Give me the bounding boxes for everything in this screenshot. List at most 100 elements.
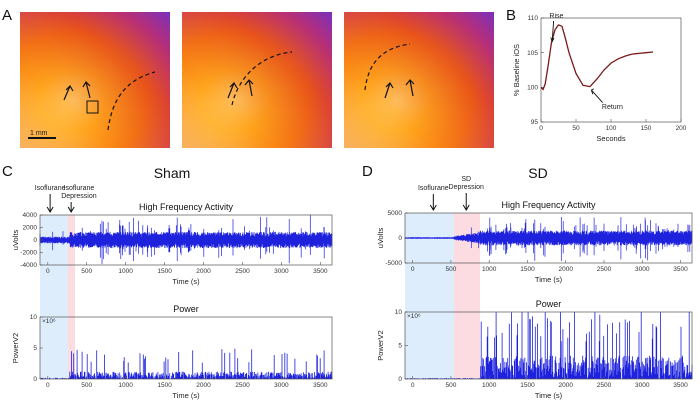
y-tick-label: 5: [33, 345, 37, 352]
y-tick-label: 0: [398, 376, 402, 383]
y-axis-label: % Baseline iOS: [512, 44, 521, 96]
x-tick-label: 1000: [118, 268, 133, 275]
x-tick-label: 3500: [313, 382, 328, 389]
y-axis-label: PowerV2: [11, 333, 20, 363]
x-axis-label: Time (s): [535, 391, 563, 400]
arrow-icon: [590, 88, 603, 103]
arrow-icon: [550, 20, 555, 43]
y-tick-label: 100: [527, 85, 538, 92]
x-tick-label: 1000: [482, 382, 497, 389]
y-axis-label: PowerV2: [376, 330, 385, 360]
y-tick-label: -2000: [20, 250, 37, 257]
arrow-icon: [244, 79, 254, 97]
y-tick-label: 4000: [23, 212, 38, 219]
ios-image-1: 1 mm: [20, 12, 170, 148]
arrow-icon: [429, 194, 437, 211]
x-tick-label: 1000: [482, 266, 497, 273]
x-tick-label: 0: [539, 125, 543, 132]
scale-bar-label: 1 mm: [30, 130, 48, 137]
wave-front: [231, 51, 293, 106]
y-tick-label: 95: [531, 119, 539, 126]
arrow-icon: [227, 82, 238, 99]
arrow-icon: [462, 193, 470, 211]
x-axis-label: Time (s): [172, 277, 200, 286]
x-tick-label: 500: [81, 268, 92, 275]
chart-title: Power: [536, 299, 562, 309]
y-tick-label: 105: [527, 50, 538, 57]
arrow-icon: [63, 85, 74, 101]
x-tick-label: 2000: [558, 382, 573, 389]
sd-power-chart: 0 500 1000 1500 2000 2500 3000 3500 0 5 10 Time (s)…: [376, 299, 693, 400]
y-tick-label: -4000: [20, 262, 37, 269]
wave-front: [107, 71, 156, 131]
panel-label-c: C: [2, 163, 13, 180]
chart-title: High Frequency Activity: [501, 200, 596, 210]
x-tick-label: 3000: [274, 268, 289, 275]
x-tick-label: 1500: [520, 266, 535, 273]
x-axis-label: Time (s): [172, 391, 200, 400]
x-tick-label: 1000: [118, 382, 133, 389]
y-tick-label: 110: [528, 15, 539, 22]
arrow-icon: [67, 202, 75, 213]
x-tick-label: 2000: [196, 268, 211, 275]
x-tick-label: 0: [46, 268, 50, 275]
x-tick-label: 3500: [673, 382, 688, 389]
x-tick-label: 2500: [597, 266, 612, 273]
x-tick-label: 2000: [196, 382, 211, 389]
panel-label-d: D: [362, 163, 373, 180]
group-title-sd: SD: [528, 165, 547, 181]
x-tick-label: 3500: [673, 266, 688, 273]
annotation-depression-line2: Depression: [61, 193, 97, 200]
arrow-icon: [405, 79, 415, 97]
x-axis-label: Time (s): [535, 275, 563, 284]
x-tick-label: 500: [445, 382, 456, 389]
x-tick-label: 3000: [274, 382, 289, 389]
arrow-icon: [82, 81, 91, 99]
annotation-rise: Rise: [549, 13, 563, 20]
isoflurane-shading: [405, 213, 454, 379]
annotation-depression-line1: SD: [461, 176, 471, 183]
x-tick-label: 2500: [235, 382, 250, 389]
exponent-label: ×10⁶: [42, 318, 56, 325]
ios-chart: 0 50 100 150 200 95 100 105 110 Seconds % Baseline…: [512, 13, 687, 143]
y-tick-label: 0: [33, 237, 37, 244]
plot-frame: [39, 316, 333, 380]
ios-image-2: [182, 12, 332, 148]
sd-hfa-chart: 0 500 1000 1500 2000 2500 3000 3500 5000 0 -5000 Ti…: [376, 176, 693, 379]
x-tick-label: 100: [606, 125, 617, 132]
roi-box: [86, 100, 99, 114]
x-tick-label: 0: [411, 266, 415, 273]
x-tick-label: 3000: [635, 382, 650, 389]
annotation-isoflurane: Isoflurane: [35, 185, 66, 192]
annotation-return: Return: [602, 104, 623, 111]
y-axis-label: uVolts: [376, 228, 385, 249]
ios-image-3: [344, 12, 494, 148]
hfa-signal-trace: [39, 214, 333, 265]
y-tick-label: 0: [33, 376, 37, 383]
x-tick-label: 200: [676, 125, 687, 132]
x-tick-label: 500: [445, 266, 456, 273]
panel-label-b: B: [506, 7, 516, 24]
chart-title: High Frequency Activity: [139, 202, 234, 212]
x-axis-label: Seconds: [596, 134, 625, 143]
power-signal-trace: [39, 348, 333, 379]
y-tick-label: 0: [398, 235, 402, 242]
x-tick-label: 2500: [235, 268, 250, 275]
y-tick-label: 10: [30, 314, 38, 321]
x-tick-label: 1500: [157, 382, 172, 389]
arrow-icon: [46, 194, 54, 213]
x-tick-label: 2000: [558, 266, 573, 273]
x-tick-label: 50: [572, 125, 580, 132]
arrow-icon: [384, 82, 394, 99]
chart-title: Power: [173, 304, 199, 314]
x-tick-label: 1500: [157, 268, 172, 275]
group-title-sham: Sham: [154, 165, 191, 181]
depression-shading: [68, 215, 76, 379]
x-tick-label: 2500: [597, 382, 612, 389]
annotation-depression-line2: Depression: [449, 184, 485, 191]
sham-hfa-chart: 0 500 1000 1500 2000 2500 3000 3500 4000 2000 0 -20…: [11, 185, 333, 379]
annotation-depression-line1: Isoflurane: [64, 185, 95, 192]
y-tick-label: -5000: [385, 260, 402, 267]
y-tick-label: 10: [395, 309, 403, 316]
